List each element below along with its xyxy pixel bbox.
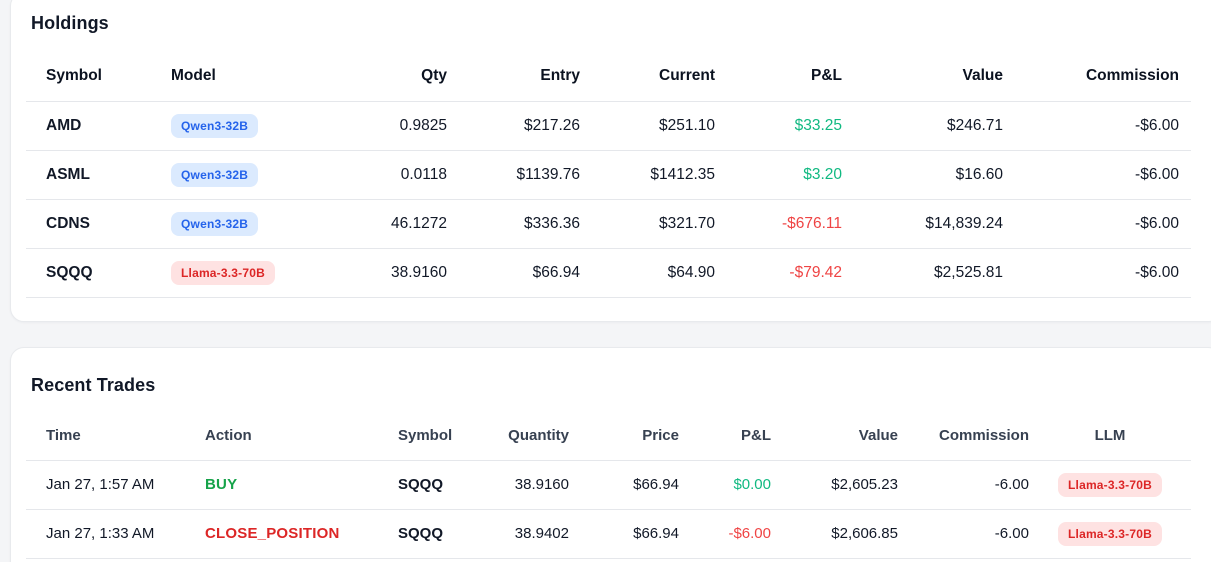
holdings-row: ASML Qwen3-32B 0.0118 $1139.76 $1412.35 … bbox=[26, 150, 1191, 200]
trades-header-row: Time Action Symbol Quantity Price P&L Va… bbox=[26, 412, 1191, 461]
holding-symbol: AMD bbox=[26, 101, 151, 151]
trade-quantity: 38.9160 bbox=[478, 460, 569, 510]
holding-pnl: -$676.11 bbox=[715, 199, 842, 249]
model-badge: Qwen3-32B bbox=[171, 162, 259, 187]
holding-current: $321.70 bbox=[580, 199, 715, 249]
trade-row: Jan 27, 1:57 AM BUY SQQQ 38.9160 $66.94 … bbox=[26, 460, 1191, 510]
col-header-trade-symbol: Symbol bbox=[378, 412, 478, 461]
holding-commission: -$6.00 bbox=[1003, 199, 1191, 249]
col-header-entry: Entry bbox=[447, 51, 580, 102]
col-header-llm: LLM bbox=[1029, 412, 1191, 461]
col-header-trade-pnl: P&L bbox=[679, 412, 771, 461]
holdings-table: Symbol Model Qty Entry Current P&L Value… bbox=[26, 51, 1191, 298]
model-badge: Llama-3.3-70B bbox=[171, 260, 275, 285]
trade-time: Jan 27, 1:33 AM bbox=[26, 509, 185, 559]
holding-model: Qwen3-32B bbox=[151, 101, 331, 151]
col-header-model: Model bbox=[151, 51, 331, 102]
holding-pnl: -$79.42 bbox=[715, 248, 842, 298]
holding-symbol: CDNS bbox=[26, 199, 151, 249]
holding-entry: $1139.76 bbox=[447, 150, 580, 200]
holdings-row: CDNS Qwen3-32B 46.1272 $336.36 $321.70 -… bbox=[26, 199, 1191, 249]
holding-qty: 38.9160 bbox=[331, 248, 447, 298]
holding-commission: -$6.00 bbox=[1003, 248, 1191, 298]
holding-current: $251.10 bbox=[580, 101, 715, 151]
holding-qty: 0.0118 bbox=[331, 150, 447, 200]
holdings-row: AMD Qwen3-32B 0.9825 $217.26 $251.10 $33… bbox=[26, 101, 1191, 151]
trade-commission: -6.00 bbox=[898, 460, 1029, 510]
col-header-pnl: P&L bbox=[715, 51, 842, 102]
holdings-row: SQQQ Llama-3.3-70B 38.9160 $66.94 $64.90… bbox=[26, 248, 1191, 298]
trade-quantity: 38.9402 bbox=[478, 509, 569, 559]
holding-entry: $66.94 bbox=[447, 248, 580, 298]
col-header-qty: Qty bbox=[331, 51, 447, 102]
holding-model: Qwen3-32B bbox=[151, 199, 331, 249]
holding-model: Qwen3-32B bbox=[151, 150, 331, 200]
trade-llm: Llama-3.3-70B bbox=[1029, 460, 1191, 510]
holding-value: $14,839.24 bbox=[842, 199, 1003, 249]
trade-action: CLOSE_POSITION bbox=[185, 509, 378, 559]
trade-action: BUY bbox=[185, 460, 378, 510]
trade-pnl: -$6.00 bbox=[679, 509, 771, 559]
col-header-quantity: Quantity bbox=[478, 412, 569, 461]
trade-value: $2,605.23 bbox=[771, 460, 898, 510]
trade-pnl: $0.00 bbox=[679, 460, 771, 510]
col-header-price: Price bbox=[569, 412, 679, 461]
holding-pnl: $33.25 bbox=[715, 101, 842, 151]
recent-trades-title: Recent Trades bbox=[31, 375, 156, 395]
trade-llm: Llama-3.3-70B bbox=[1029, 509, 1191, 559]
trade-commission: -6.00 bbox=[898, 509, 1029, 559]
holding-symbol: ASML bbox=[26, 150, 151, 200]
holding-value: $2,525.81 bbox=[842, 248, 1003, 298]
trade-row: Jan 27, 1:33 AM CLOSE_POSITION SQQQ 38.9… bbox=[26, 509, 1191, 559]
holding-commission: -$6.00 bbox=[1003, 101, 1191, 151]
col-header-trade-value: Value bbox=[771, 412, 898, 461]
holding-symbol: SQQQ bbox=[26, 248, 151, 298]
col-header-trade-commission: Commission bbox=[898, 412, 1029, 461]
holding-qty: 46.1272 bbox=[331, 199, 447, 249]
trade-symbol: SQQQ bbox=[378, 509, 478, 559]
trade-value: $2,606.85 bbox=[771, 509, 898, 559]
col-header-value: Value bbox=[842, 51, 1003, 102]
col-header-commission: Commission bbox=[1003, 51, 1191, 102]
holding-pnl: $3.20 bbox=[715, 150, 842, 200]
recent-trades-table: Time Action Symbol Quantity Price P&L Va… bbox=[26, 412, 1191, 559]
holding-commission: -$6.00 bbox=[1003, 150, 1191, 200]
holding-qty: 0.9825 bbox=[331, 101, 447, 151]
holding-current: $1412.35 bbox=[580, 150, 715, 200]
col-header-time: Time bbox=[26, 412, 185, 461]
holdings-card: Holdings Symbol Model Qty Entry Current … bbox=[10, 0, 1211, 322]
holding-entry: $336.36 bbox=[447, 199, 580, 249]
holding-value: $16.60 bbox=[842, 150, 1003, 200]
holding-current: $64.90 bbox=[580, 248, 715, 298]
holdings-title: Holdings bbox=[31, 13, 109, 33]
col-header-symbol: Symbol bbox=[26, 51, 151, 102]
trade-symbol: SQQQ bbox=[378, 460, 478, 510]
model-badge: Qwen3-32B bbox=[171, 211, 259, 236]
holding-model: Llama-3.3-70B bbox=[151, 248, 331, 298]
col-header-current: Current bbox=[580, 51, 715, 102]
llm-badge: Llama-3.3-70B bbox=[1058, 521, 1162, 546]
recent-trades-card: Recent Trades Time Action Symbol Quantit… bbox=[10, 347, 1211, 562]
llm-badge: Llama-3.3-70B bbox=[1058, 472, 1162, 497]
col-header-action: Action bbox=[185, 412, 378, 461]
model-badge: Qwen3-32B bbox=[171, 113, 259, 138]
holding-entry: $217.26 bbox=[447, 101, 580, 151]
trade-time: Jan 27, 1:57 AM bbox=[26, 460, 185, 510]
holdings-header-row: Symbol Model Qty Entry Current P&L Value… bbox=[26, 51, 1191, 102]
holding-value: $246.71 bbox=[842, 101, 1003, 151]
trade-price: $66.94 bbox=[569, 460, 679, 510]
trade-price: $66.94 bbox=[569, 509, 679, 559]
